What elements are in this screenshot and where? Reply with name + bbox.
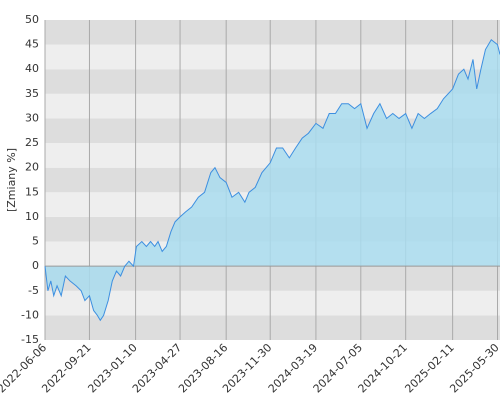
grid-band (45, 44, 500, 70)
y-tick-label: 45 (25, 38, 39, 51)
y-tick-label: 10 (25, 210, 39, 223)
y-tick-label: -5 (28, 284, 39, 297)
y-tick-label: 30 (25, 111, 39, 124)
grid-band (45, 290, 500, 316)
grid-band (45, 69, 500, 94)
y-tick-label: 0 (32, 259, 39, 272)
line (44, 38, 500, 322)
y-tick-label: 20 (25, 161, 39, 174)
grid-band (45, 315, 500, 340)
grid-band (45, 20, 500, 45)
y-tick-label: 50 (25, 13, 39, 26)
y-tick-label: -15 (21, 333, 39, 346)
y-tick-label: 15 (25, 185, 39, 198)
y-tick-label: 5 (32, 235, 39, 248)
y-axis-label: [Zmiany %] (5, 148, 18, 212)
y-tick-label: 35 (25, 87, 39, 100)
grid-band (45, 93, 500, 119)
area (45, 39, 500, 321)
y-tick-label: 40 (25, 62, 39, 75)
y-tick-label: 25 (25, 136, 39, 149)
y-tick-label: -10 (21, 308, 39, 321)
